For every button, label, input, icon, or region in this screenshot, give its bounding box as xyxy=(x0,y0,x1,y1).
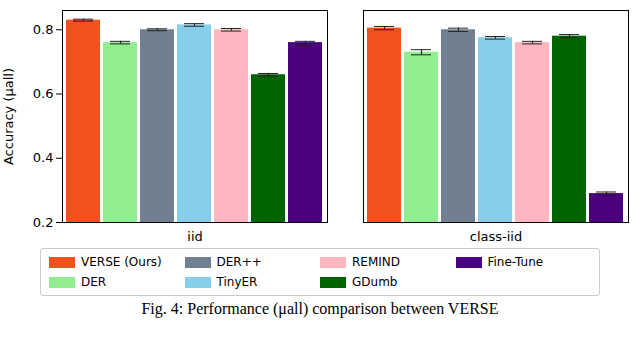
svg-text:class-iid: class-iid xyxy=(470,229,522,244)
html-text:DER++: DER++ xyxy=(216,255,262,269)
svg-text:0.6: 0.6 xyxy=(33,86,54,101)
svg-text:0.2: 0.2 xyxy=(33,215,54,230)
html-text:DER: DER xyxy=(81,275,107,289)
html-text:Fig. 4: Performance (μall) com: Fig. 4: Performance (μall) comparison be… xyxy=(141,300,499,317)
html-text:VERSE (Ours): VERSE (Ours) xyxy=(81,255,162,269)
svg-text:0.8: 0.8 xyxy=(33,22,54,37)
html-text:Fine-Tune: Fine-Tune xyxy=(487,255,544,269)
html-text:REMIND: REMIND xyxy=(352,255,400,269)
html-text:GDumb: GDumb xyxy=(352,275,398,289)
svg-text:Accuracy (μall): Accuracy (μall) xyxy=(1,68,16,165)
svg-text:iid: iid xyxy=(187,229,202,244)
svg-text:0.4: 0.4 xyxy=(33,150,54,165)
html-text:TinyER: TinyER xyxy=(216,275,258,289)
